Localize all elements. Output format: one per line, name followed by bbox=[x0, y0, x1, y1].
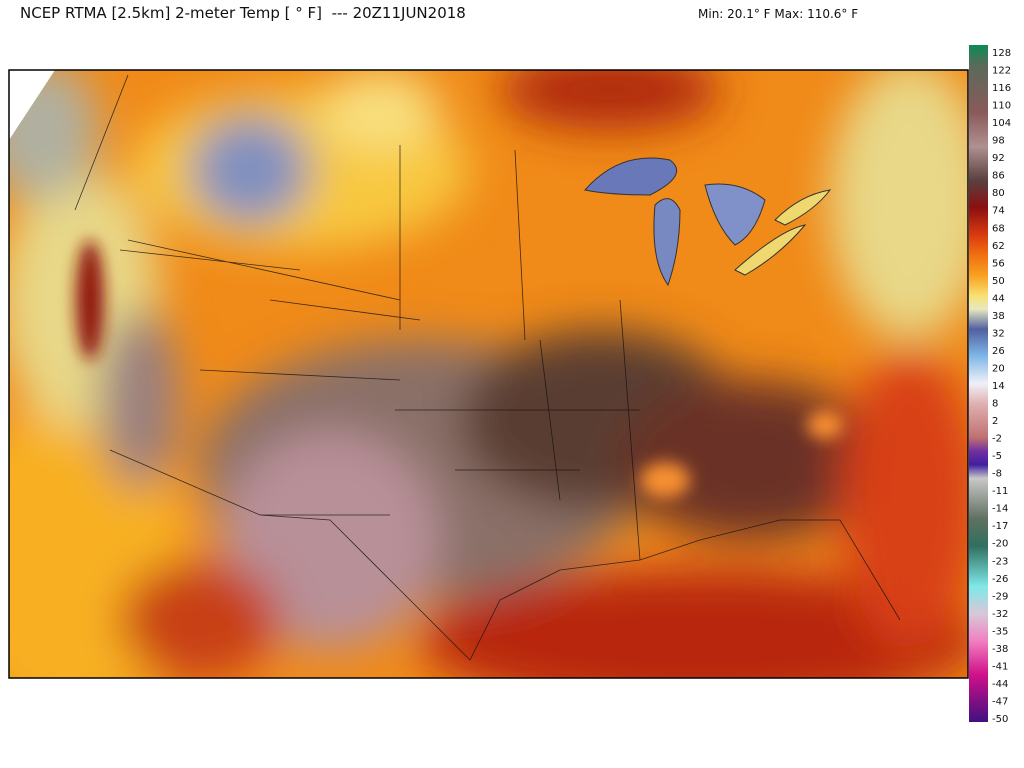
colorbar-tick-label: 128 bbox=[992, 48, 1011, 59]
colorbar-tick-label: -17 bbox=[992, 521, 1008, 532]
colorbar-tick-label: -38 bbox=[992, 644, 1008, 655]
colorbar-tick-label: -32 bbox=[992, 609, 1008, 620]
map-frame bbox=[8, 69, 969, 679]
colorbar-tick-label: 110 bbox=[992, 101, 1011, 112]
map-area bbox=[9, 70, 968, 678]
colorbar-tick-label: -20 bbox=[992, 539, 1008, 550]
colorbar-tick-label: 8 bbox=[992, 399, 998, 410]
colorbar-tick-label: 98 bbox=[992, 136, 1005, 147]
colorbar bbox=[969, 45, 988, 722]
colorbar-tick-label: 56 bbox=[992, 258, 1005, 269]
map-title: NCEP RTMA [2.5km] 2-meter Temp [ ° F] --… bbox=[20, 4, 466, 22]
colorbar-tick-label: -47 bbox=[992, 696, 1008, 707]
colorbar-ticks: 128 122 116 110 104 98 92 86 80 74 68 62 56 50 44 38 32 2… bbox=[992, 48, 1011, 725]
colorbar-tick-label: -11 bbox=[992, 486, 1008, 497]
colorbar-tick-label: -35 bbox=[992, 626, 1008, 637]
colorbar-tick-label: -50 bbox=[992, 714, 1008, 725]
colorbar-tick-label: 116 bbox=[992, 83, 1011, 94]
colorbar-tick-label: 50 bbox=[992, 276, 1005, 287]
colorbar-tick-label: 14 bbox=[992, 381, 1005, 392]
colorbar-tick-label: 122 bbox=[992, 66, 1011, 77]
colorbar-tick-label: 2 bbox=[992, 416, 998, 427]
colorbar-tick-label: 92 bbox=[992, 153, 1005, 164]
colorbar-tick-label: -26 bbox=[992, 574, 1008, 585]
colorbar-tick-label: 20 bbox=[992, 363, 1005, 374]
colorbar-tick-label: 44 bbox=[992, 293, 1005, 304]
colorbar-tick-label: 38 bbox=[992, 311, 1005, 322]
range-label: Min: 20.1° F Max: 110.6° F bbox=[698, 7, 859, 21]
colorbar-tick-label: 104 bbox=[992, 118, 1011, 129]
colorbar-tick-label: 80 bbox=[992, 188, 1005, 199]
colorbar-tick-label: 68 bbox=[992, 223, 1005, 234]
colorbar-tick-label: -29 bbox=[992, 591, 1008, 602]
colorbar-tick-label: -44 bbox=[992, 679, 1008, 690]
colorbar-tick-label: -8 bbox=[992, 469, 1002, 480]
colorbar-tick-label: 32 bbox=[992, 328, 1005, 339]
colorbar-tick-label: 62 bbox=[992, 241, 1005, 252]
colorbar-tick-label: -5 bbox=[992, 451, 1002, 462]
colorbar-tick-label: -2 bbox=[992, 434, 1002, 445]
colorbar-tick-label: -14 bbox=[992, 504, 1008, 515]
colorbar-tick-label: 26 bbox=[992, 346, 1005, 357]
colorbar-tick-label: -41 bbox=[992, 661, 1008, 672]
colorbar-tick-label: -23 bbox=[992, 556, 1008, 567]
colorbar-tick-label: 74 bbox=[992, 206, 1005, 217]
colorbar-tick-label: 86 bbox=[992, 171, 1005, 182]
